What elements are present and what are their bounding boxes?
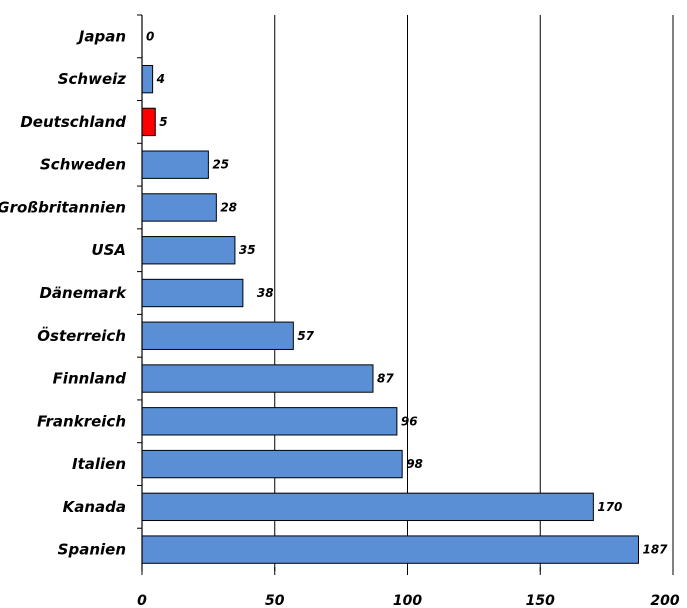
category-label-8: Finnland bbox=[53, 370, 127, 388]
x-tick-label-0: 0 bbox=[137, 593, 147, 608]
category-label-4: Großbritannien bbox=[0, 198, 126, 216]
value-label-12: 187 bbox=[642, 543, 668, 557]
value-label-7: 57 bbox=[297, 329, 314, 343]
category-label-0: Japan bbox=[76, 27, 126, 45]
bar-11 bbox=[141, 492, 594, 522]
category-label-10: Italien bbox=[72, 455, 126, 473]
bar-7 bbox=[141, 321, 294, 350]
category-label-1: Schweiz bbox=[58, 70, 127, 88]
value-label-0: 0 bbox=[146, 29, 154, 43]
bar-9 bbox=[141, 407, 398, 436]
value-label-6: 38 bbox=[257, 286, 274, 300]
bar-2 bbox=[141, 107, 156, 137]
category-label-7: Österreich bbox=[37, 326, 126, 345]
bar-3 bbox=[141, 150, 209, 179]
category-label-3: Schweden bbox=[40, 156, 126, 174]
bar-10 bbox=[141, 449, 403, 479]
value-label-8: 87 bbox=[377, 372, 394, 386]
bar-6 bbox=[141, 278, 244, 308]
category-label-2: Deutschland bbox=[20, 113, 126, 131]
value-label-9: 96 bbox=[401, 414, 418, 428]
value-label-11: 170 bbox=[597, 500, 622, 514]
axes: 0 50 100 150 200 bbox=[137, 14, 680, 608]
category-label-9: Frankreich bbox=[37, 412, 126, 430]
category-label-6: Dänemark bbox=[39, 284, 127, 302]
bar-12 bbox=[141, 535, 639, 564]
value-label-5: 35 bbox=[239, 243, 256, 257]
bars bbox=[141, 64, 639, 564]
bar-1 bbox=[141, 64, 154, 94]
bar-4 bbox=[141, 193, 217, 222]
value-labels: 0 4 5 25 28 35 38 57 87 96 98 170 187 bbox=[146, 29, 668, 556]
category-labels: Japan Schweiz Deutschland Schweden Großbrita… bbox=[0, 27, 127, 558]
value-label-10: 98 bbox=[406, 457, 423, 471]
value-label-4: 28 bbox=[220, 200, 237, 214]
category-label-12: Spanien bbox=[58, 541, 126, 559]
grid-lines bbox=[274, 15, 674, 571]
x-tick-label-100: 100 bbox=[393, 593, 422, 608]
category-label-5: USA bbox=[91, 241, 126, 259]
value-label-3: 25 bbox=[212, 158, 229, 172]
x-tick-label-50: 50 bbox=[265, 593, 285, 608]
bar-5 bbox=[141, 236, 236, 265]
x-tick-label-200: 200 bbox=[650, 593, 679, 608]
value-label-2: 5 bbox=[159, 115, 167, 129]
bar-8 bbox=[141, 364, 374, 393]
x-tick-label-150: 150 bbox=[526, 593, 555, 608]
value-label-1: 4 bbox=[156, 72, 165, 86]
category-label-11: Kanada bbox=[63, 498, 126, 516]
